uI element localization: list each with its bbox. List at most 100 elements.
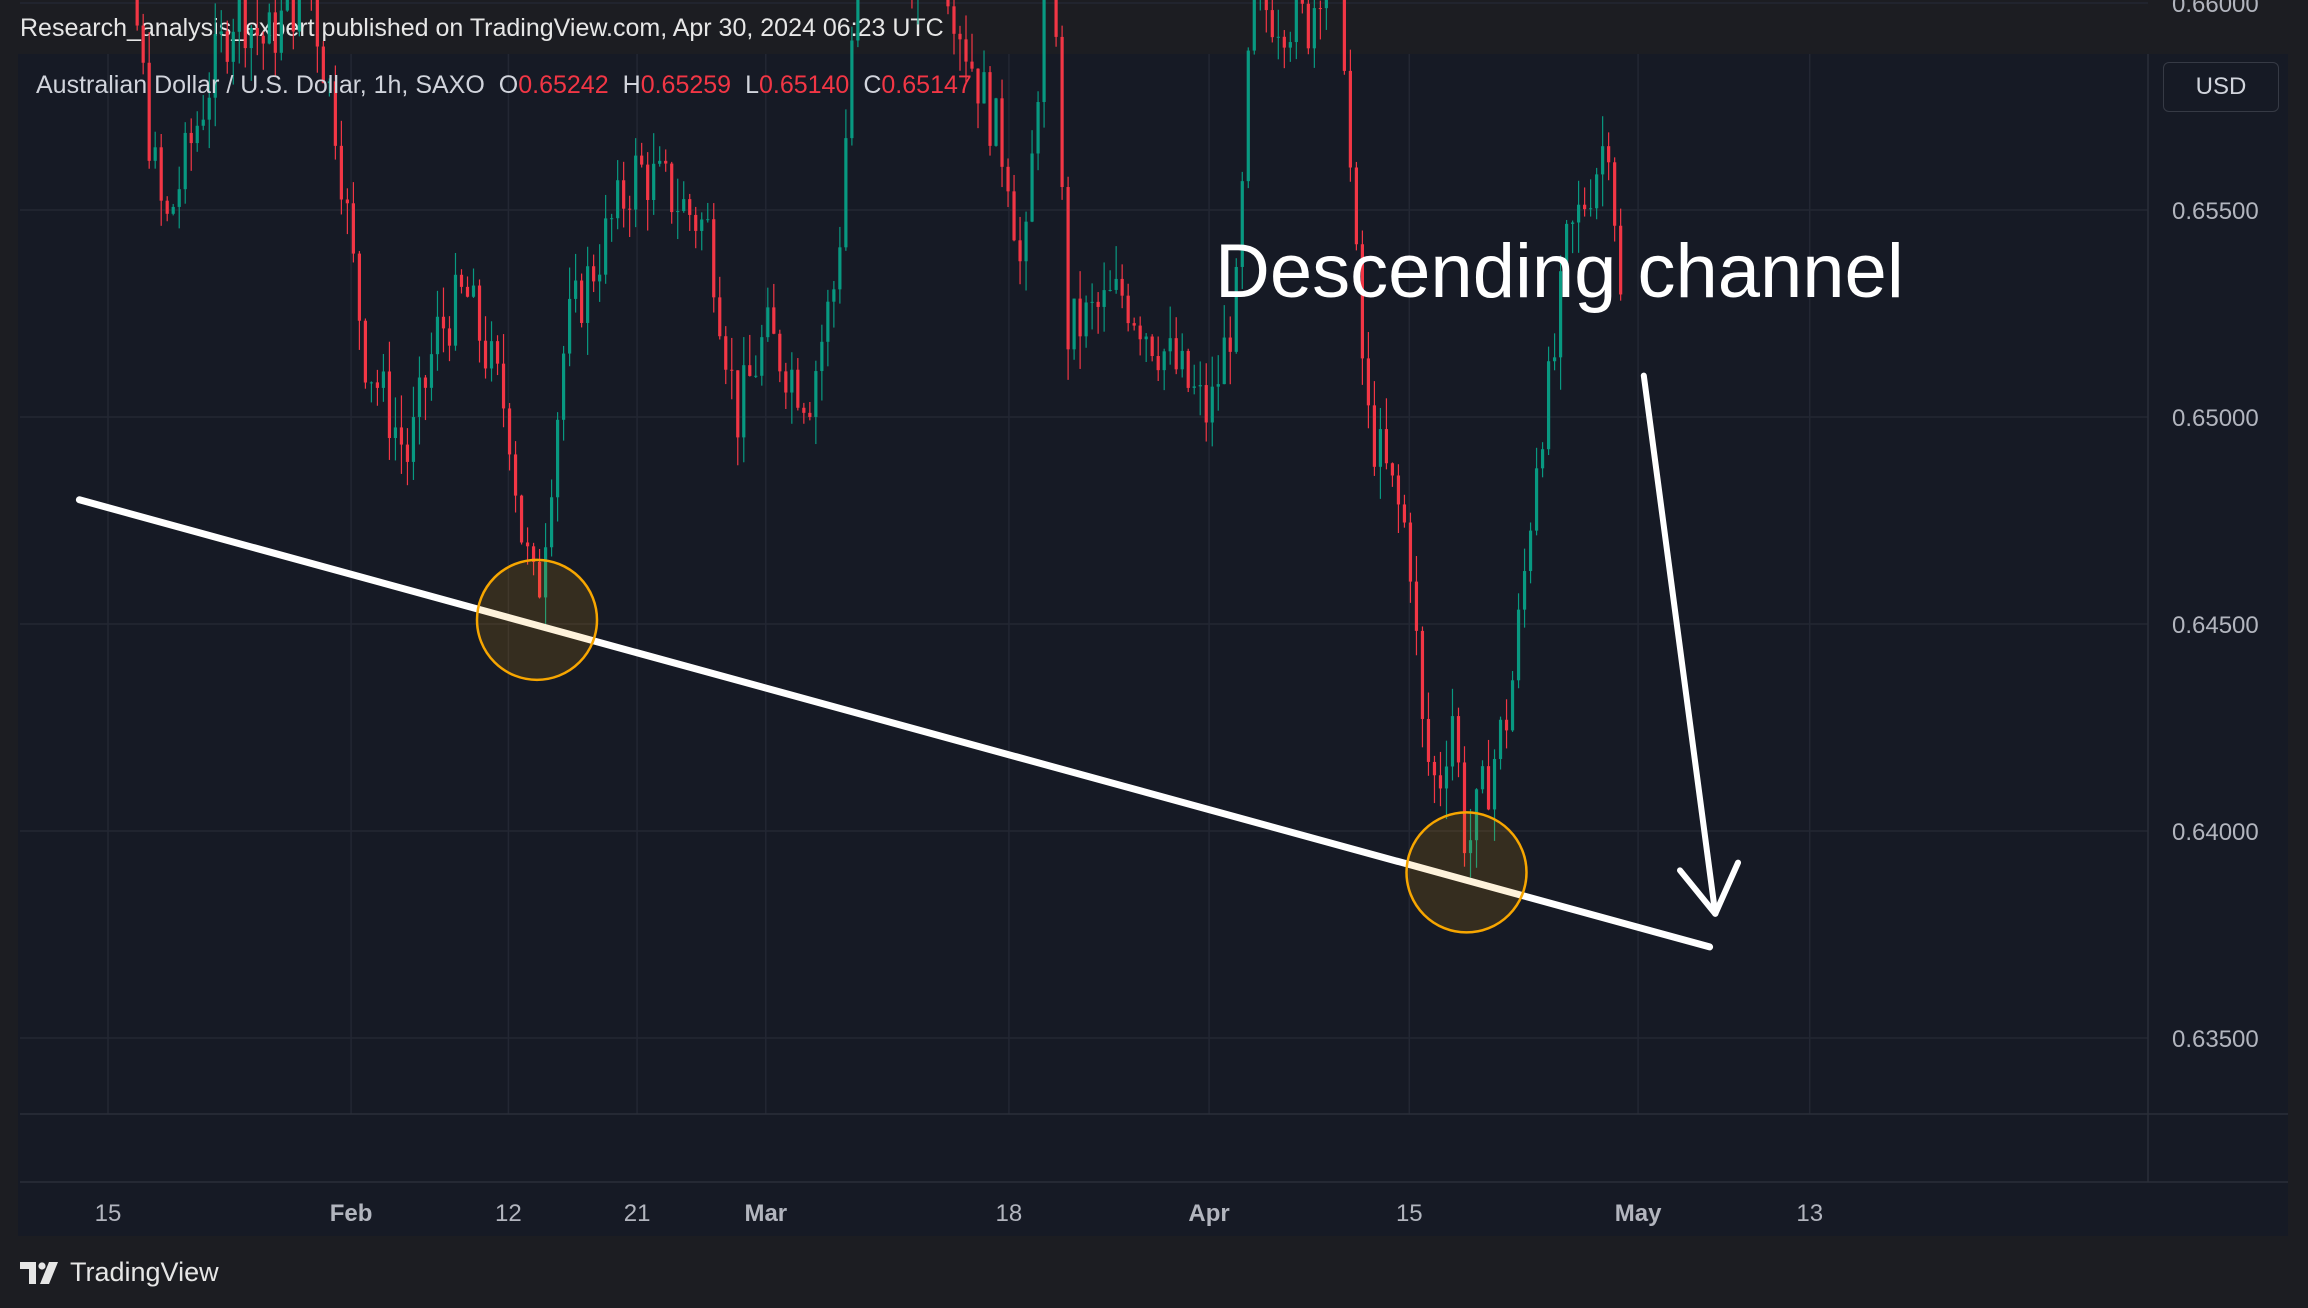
- candle: [1282, 30, 1286, 69]
- candle: [489, 321, 494, 382]
- candle: [459, 269, 464, 294]
- candle-body: [1246, 50, 1250, 182]
- pivot-highlight-circle: [1405, 811, 1528, 934]
- candle: [1084, 295, 1088, 348]
- candle: [1438, 751, 1443, 807]
- candle: [1030, 130, 1034, 223]
- candle-body: [712, 219, 716, 298]
- candle-body: [291, 0, 295, 32]
- candle-body: [507, 408, 512, 455]
- candle-body: [231, 31, 235, 62]
- tradingview-logo-icon: [20, 1261, 58, 1284]
- tradingview-footer[interactable]: TradingView: [20, 1257, 219, 1288]
- candle-body: [1264, 0, 1268, 11]
- candle: [1246, 47, 1250, 189]
- candle: [537, 548, 542, 599]
- candle-body: [1042, 0, 1046, 103]
- candle: [1420, 626, 1425, 748]
- candle: [429, 332, 434, 401]
- chart-panel[interactable]: [18, 54, 2288, 1236]
- candle-body: [988, 72, 992, 146]
- candle: [1222, 305, 1226, 385]
- candle: [345, 188, 349, 235]
- candle-body: [1000, 98, 1004, 167]
- axes: 0.675000.670000.665000.660000.655000.650…: [20, 0, 2288, 1227]
- candle: [616, 160, 620, 230]
- drawing-annotations[interactable]: Descending channel: [48, 0, 1904, 951]
- candle-body: [1384, 429, 1389, 464]
- candle: [1288, 31, 1292, 62]
- candle-body: [1558, 271, 1563, 358]
- candle: [1546, 346, 1551, 456]
- candle-body: [748, 365, 752, 376]
- candle-body: [784, 371, 788, 393]
- candle-body: [742, 365, 746, 438]
- currency-button[interactable]: USD: [2163, 62, 2279, 112]
- candle: [1066, 176, 1070, 380]
- candle: [790, 352, 794, 424]
- candle-body: [441, 316, 446, 329]
- x-tick-label: 15: [1396, 1200, 1423, 1227]
- candle-body: [531, 546, 536, 562]
- candle-body: [760, 337, 764, 376]
- y-tick-label: 0.64000: [2172, 819, 2259, 846]
- candle-body: [1372, 405, 1377, 467]
- candle: [399, 395, 404, 474]
- candle-body: [405, 444, 410, 462]
- candle: [742, 337, 746, 463]
- candle: [1078, 271, 1082, 369]
- candle: [1126, 283, 1130, 332]
- candle: [435, 290, 440, 371]
- candle-body: [1102, 290, 1106, 307]
- candle-body: [1342, 0, 1346, 71]
- candle-body: [1318, 8, 1322, 10]
- candle-body: [568, 298, 572, 354]
- candle-body: [850, 40, 854, 139]
- candle: [574, 253, 578, 313]
- candle: [1294, 0, 1298, 60]
- candle: [1408, 512, 1413, 603]
- candle-body: [261, 35, 265, 44]
- candle: [568, 267, 572, 367]
- candle: [483, 316, 488, 379]
- candle-body: [1288, 42, 1292, 48]
- candle: [640, 142, 644, 168]
- candle: [664, 149, 668, 172]
- symbol-label[interactable]: Australian Dollar / U.S. Dollar, 1h, SAX…: [36, 71, 485, 99]
- candle: [549, 479, 554, 557]
- candle-body: [393, 427, 398, 439]
- candle-body: [1504, 719, 1509, 731]
- candle: [911, 0, 913, 9]
- candle: [441, 287, 446, 353]
- candle: [297, 0, 301, 37]
- candle-body: [1462, 762, 1467, 854]
- forecast-arrow-shaft: [1640, 372, 1719, 917]
- candle-body: [658, 160, 662, 164]
- candle: [201, 95, 205, 131]
- candle-body: [315, 0, 319, 47]
- candle-body: [1516, 609, 1521, 681]
- candle-body: [1426, 718, 1431, 762]
- candle-body: [796, 369, 800, 408]
- candle: [1510, 671, 1515, 732]
- y-tick-label: 0.66000: [2172, 0, 2259, 18]
- candle: [1072, 298, 1076, 360]
- candle: [586, 246, 590, 355]
- candle-body: [1480, 766, 1485, 790]
- candle: [423, 375, 428, 421]
- candle-body: [622, 180, 626, 209]
- candle-body: [465, 286, 470, 297]
- candle: [946, 0, 950, 15]
- x-tick-label: 18: [996, 1200, 1023, 1227]
- candle-body: [1540, 449, 1545, 469]
- candle: [1234, 258, 1238, 354]
- candle: [856, 0, 860, 48]
- candle-body: [1132, 323, 1136, 326]
- open-value: 0.65242: [518, 71, 609, 99]
- candle-body: [189, 132, 193, 144]
- candle: [183, 122, 187, 204]
- candle: [718, 276, 722, 340]
- x-tick-label: May: [1615, 1200, 1662, 1227]
- candle: [477, 279, 482, 363]
